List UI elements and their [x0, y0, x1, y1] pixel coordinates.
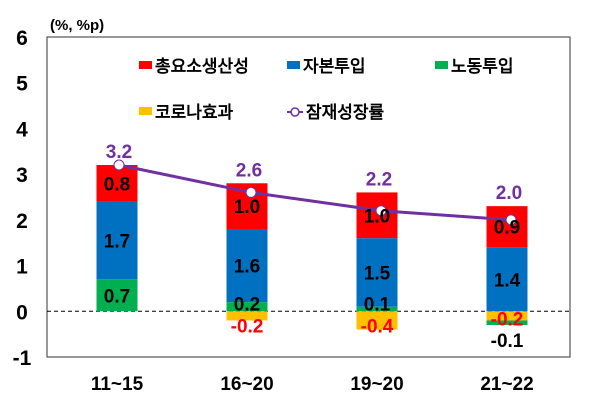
- data-label: 0.2: [234, 294, 260, 315]
- bar-segment: [356, 238, 398, 307]
- line-data-label: 2.6: [236, 160, 262, 181]
- legend-label: 총요소생산성: [155, 57, 249, 76]
- bar-segment: [226, 229, 268, 303]
- data-label: 1.4: [494, 270, 521, 291]
- data-label: -0.2: [231, 316, 264, 337]
- y-tick-label: 1: [16, 256, 28, 279]
- data-label: 1.0: [234, 197, 260, 218]
- line-marker: [505, 214, 517, 226]
- y-tick-label: 4: [16, 118, 28, 141]
- y-tick-label: 2: [16, 210, 28, 233]
- y-axis: -1 0 1 2 3 4 5 6: [13, 27, 570, 370]
- line-marker: [245, 186, 257, 198]
- bar-segment: [356, 306, 398, 312]
- x-axis: 11~15 16~20 19~20 21~22: [91, 374, 534, 395]
- data-label: 0.8: [104, 174, 130, 195]
- data-label: -0.4: [361, 316, 394, 337]
- bar-segment: [96, 201, 138, 280]
- line-marker: [113, 159, 125, 171]
- data-label: 1.5: [364, 263, 391, 284]
- bar-segment: [96, 279, 138, 312]
- bar-segment: [96, 165, 138, 202]
- bar-segment: [356, 192, 398, 239]
- legend-swatch: [139, 61, 152, 69]
- line-series: [118, 163, 512, 222]
- unit-label: (%, %p): [50, 17, 104, 34]
- bar-segment: [226, 311, 268, 321]
- x-tick-label: 19~20: [350, 374, 403, 395]
- legend-swatch: [435, 61, 448, 69]
- bar-segment: [486, 311, 528, 321]
- y-tick-label: 0: [16, 301, 28, 324]
- legend-swatch: [287, 61, 300, 69]
- data-label: 0.7: [104, 286, 130, 307]
- y-tick-label: -1: [13, 347, 32, 370]
- data-label: 1.6: [234, 257, 260, 278]
- bar-segment: [486, 320, 528, 325]
- y-tick-label: 6: [16, 27, 28, 50]
- data-label: 1.7: [104, 231, 130, 252]
- legend-swatch: [139, 107, 152, 115]
- y-tick-label: 3: [16, 164, 28, 187]
- x-tick-label: 21~22: [480, 374, 533, 395]
- data-label: 1.0: [364, 206, 390, 227]
- y-tick-label: 5: [16, 73, 28, 96]
- data-label: 0.9: [494, 218, 520, 239]
- legend-label: 자본투입: [303, 57, 366, 76]
- legend-line-marker: [290, 107, 300, 117]
- x-tick-label: 11~15: [91, 374, 144, 395]
- line-series-group: 3.2 2.6 2.2 2.0: [106, 142, 522, 226]
- line-data-label: 2.0: [496, 183, 522, 204]
- bar-segment: [486, 247, 528, 312]
- legend-label: 코로나효과: [155, 103, 234, 122]
- legend-label: 노동투입: [451, 57, 514, 76]
- bar-segment: [226, 302, 268, 312]
- data-label: -0.2: [491, 309, 524, 330]
- bars: [96, 165, 528, 330]
- bar-segment: [486, 206, 528, 248]
- plot-area-border: [46, 36, 571, 358]
- line-data-label: 2.2: [366, 169, 392, 190]
- bar-segment: [356, 311, 398, 330]
- legend-label: 잠재성장률: [306, 103, 385, 122]
- line-marker: [375, 205, 387, 217]
- data-labels: 0.81.70.71.01.60.2-0.21.01.50.1-0.40.91.…: [104, 174, 524, 352]
- x-tick-label: 16~20: [220, 374, 273, 395]
- data-label: -0.1: [491, 331, 524, 352]
- line-data-label: 3.2: [106, 142, 132, 163]
- data-label: 0.1: [364, 294, 391, 315]
